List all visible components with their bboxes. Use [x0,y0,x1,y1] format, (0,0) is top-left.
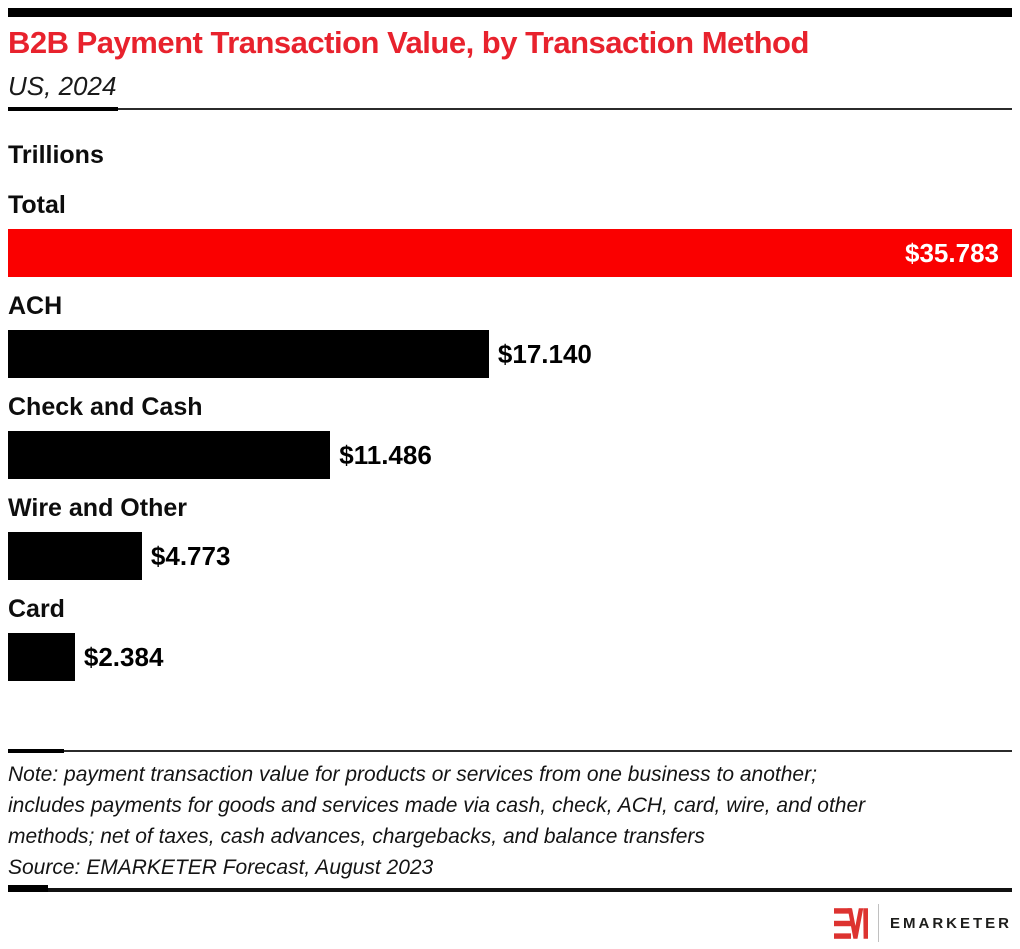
bar-group-ach: ACH $17.140 [8,293,1012,378]
footer: EMARKETER [8,904,1012,942]
bar-row-check-and-cash: $11.486 [8,431,1012,479]
note-line-3: methods; net of taxes, cash advances, ch… [8,825,705,848]
bar-group-check-and-cash: Check and Cash $11.486 [8,394,1012,479]
bar-row-card: $2.384 [8,633,1012,681]
bar-group-total: Total $35.783 [8,192,1012,277]
bar-value-card: $2.384 [83,641,164,672]
bar-row-total: $35.783 [8,229,1012,277]
note-line-2: includes payments for goods and services… [8,794,866,817]
bar-label-card: Card [8,595,65,623]
em-monogram-icon [833,907,868,939]
bar-value-ach: $17.140 [497,338,592,369]
bar-card [8,633,75,681]
bar-row-wire-and-other: $4.773 [8,532,1012,580]
footnote-divider [8,749,1012,753]
bar-group-card: Card $2.384 [8,596,1012,681]
bar-ach [8,330,489,378]
footer-divider [8,885,1012,892]
bar-chart: Total $35.783 ACH $17.140 Check and Cash $11.… [8,192,1012,681]
brand-name: EMARKETER [889,914,1012,932]
top-rule [8,8,1012,17]
chart-title: B2B Payment Transaction Value, by Transa… [8,25,809,60]
footnote-block: Note: payment transaction value for prod… [8,759,1012,883]
bar-value-total: $35.783 [905,237,999,268]
bar-label-ach: ACH [8,292,63,320]
bar-value-check-and-cash: $11.486 [339,439,432,470]
source-line: Source: EMARKETER Forecast, August 2023 [8,856,434,879]
bar-label-check-and-cash: Check and Cash [8,393,203,421]
logo-divider [877,904,879,942]
emarketer-logo: EMARKETER [833,904,1012,942]
bar-total: $35.783 [8,229,1012,277]
bar-group-wire-and-other: Wire and Other $4.773 [8,495,1012,580]
chart-subtitle: US, 2024 [8,71,117,101]
note-line-1: Note: payment transaction value for prod… [8,763,817,786]
bar-wire-and-other [8,532,142,580]
bar-label-wire-and-other: Wire and Other [8,494,187,522]
bar-value-wire-and-other: $4.773 [150,540,231,571]
bar-label-total: Total [8,191,66,219]
bar-row-ach: $17.140 [8,330,1012,378]
bar-check-and-cash [8,431,331,479]
header-divider [8,107,1012,111]
unit-label: Trillions [8,141,104,169]
